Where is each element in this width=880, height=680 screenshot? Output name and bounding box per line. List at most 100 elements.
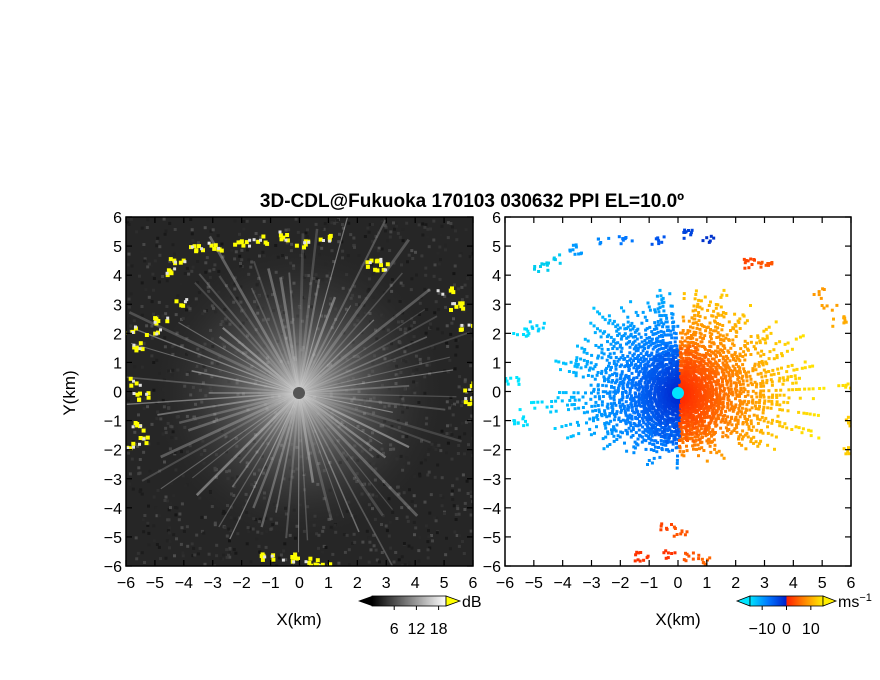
velocity-cell bbox=[745, 420, 748, 424]
noise-cell bbox=[397, 558, 401, 562]
velocity-cell bbox=[730, 404, 734, 408]
velocity-cell bbox=[651, 347, 655, 351]
noise-cell bbox=[142, 342, 146, 346]
velocity-cell bbox=[738, 354, 742, 357]
spoke bbox=[298, 392, 360, 533]
noise-cell bbox=[438, 277, 442, 281]
echo-cell bbox=[285, 238, 290, 243]
spoke bbox=[298, 336, 428, 394]
noise-cell bbox=[461, 473, 465, 477]
velocity-cell bbox=[611, 322, 615, 326]
velocity-cell bbox=[618, 326, 622, 330]
velocity-cell bbox=[616, 434, 620, 438]
velocity-cell bbox=[658, 334, 661, 338]
noise-cell bbox=[453, 367, 457, 371]
echo-edge-cell bbox=[322, 239, 325, 242]
velocity-cell bbox=[756, 334, 760, 338]
echo-edge-cell bbox=[328, 239, 332, 243]
noise-cell bbox=[380, 247, 384, 251]
velocity-cell bbox=[669, 349, 673, 353]
noise-cell bbox=[173, 554, 176, 558]
velocity-cell bbox=[775, 403, 779, 407]
velocity-cell bbox=[646, 463, 649, 466]
echo-cell bbox=[265, 241, 270, 246]
velocity-cell bbox=[668, 292, 672, 296]
velocity-cell bbox=[593, 377, 597, 381]
velocity-cell bbox=[704, 403, 708, 407]
noise-cell bbox=[171, 243, 175, 247]
velocity-cell bbox=[651, 429, 654, 433]
noise-cell bbox=[383, 224, 387, 228]
velocity-cell bbox=[634, 431, 638, 435]
noise-cell bbox=[454, 427, 458, 431]
velocity-cell bbox=[646, 413, 650, 417]
velocity-cell bbox=[726, 429, 729, 433]
velocity-cell bbox=[660, 301, 664, 305]
velocity-cell bbox=[672, 320, 676, 324]
velocity-cell bbox=[616, 389, 620, 393]
noise-cell bbox=[219, 557, 223, 561]
echo-cell bbox=[449, 308, 453, 312]
velocity-cell bbox=[762, 329, 766, 333]
velocity-cell bbox=[696, 348, 700, 352]
velocity-cell bbox=[624, 428, 628, 432]
noise-cell bbox=[172, 533, 176, 537]
noise-cell bbox=[140, 281, 144, 285]
velocity-cell bbox=[612, 427, 616, 431]
velocity-cell bbox=[640, 435, 644, 439]
velocity-cell bbox=[623, 332, 627, 336]
velocity-cell bbox=[593, 365, 597, 369]
velocity-cell bbox=[759, 389, 763, 393]
velocity-cell bbox=[660, 342, 664, 346]
velocity-cell bbox=[612, 412, 616, 416]
velocity-cell bbox=[680, 453, 684, 457]
noise-cell bbox=[169, 502, 173, 505]
noise-cell bbox=[132, 423, 136, 427]
velocity-cell bbox=[800, 366, 804, 370]
noise-cell bbox=[215, 554, 219, 558]
velocity-cell bbox=[775, 420, 779, 423]
velocity-cell bbox=[717, 335, 721, 339]
noise-cell bbox=[216, 222, 220, 226]
noise-cell bbox=[233, 219, 237, 223]
velocity-cell bbox=[743, 395, 747, 398]
velocity-cell bbox=[775, 393, 779, 397]
echo-edge-cell bbox=[183, 260, 187, 264]
velocity-cell bbox=[572, 395, 576, 399]
velocity-cell bbox=[787, 396, 791, 400]
noise-cell bbox=[143, 257, 147, 261]
velocity-cell bbox=[794, 381, 798, 385]
velocity-cell bbox=[577, 432, 581, 436]
velocity-cell bbox=[764, 327, 768, 331]
velocity-cell bbox=[658, 373, 662, 377]
velocity-cell bbox=[722, 315, 726, 319]
velocity-cell bbox=[643, 415, 647, 419]
noise-cell bbox=[413, 533, 416, 537]
velocity-cell bbox=[589, 321, 593, 325]
velocity-cell bbox=[637, 364, 641, 368]
noise-cell bbox=[446, 441, 450, 445]
y-tick-label: 1 bbox=[113, 355, 122, 372]
echo-edge-cell bbox=[441, 292, 445, 296]
velocity-cell bbox=[721, 324, 725, 327]
velocity-cell bbox=[732, 381, 736, 385]
velocity-cell bbox=[592, 387, 596, 391]
noise-cell bbox=[426, 227, 430, 231]
velocity-cell bbox=[628, 387, 632, 391]
velocity-cell bbox=[593, 331, 597, 335]
echo-edge-cell bbox=[292, 560, 296, 564]
velocity-cell bbox=[737, 357, 741, 361]
velocity-cell bbox=[786, 341, 790, 345]
velocity-cell bbox=[722, 397, 726, 401]
velocity-cell bbox=[703, 334, 707, 338]
velocity-cell bbox=[709, 374, 713, 378]
velocity-cell bbox=[619, 375, 623, 379]
velocity-cell bbox=[721, 373, 725, 377]
echo-cell bbox=[131, 441, 136, 446]
velocity-cell bbox=[596, 383, 600, 387]
velocity-cell bbox=[734, 335, 738, 338]
velocity-cell bbox=[641, 419, 645, 423]
noise-cell bbox=[129, 217, 133, 221]
noise-cell bbox=[457, 488, 461, 492]
velocity-cell bbox=[728, 359, 732, 363]
